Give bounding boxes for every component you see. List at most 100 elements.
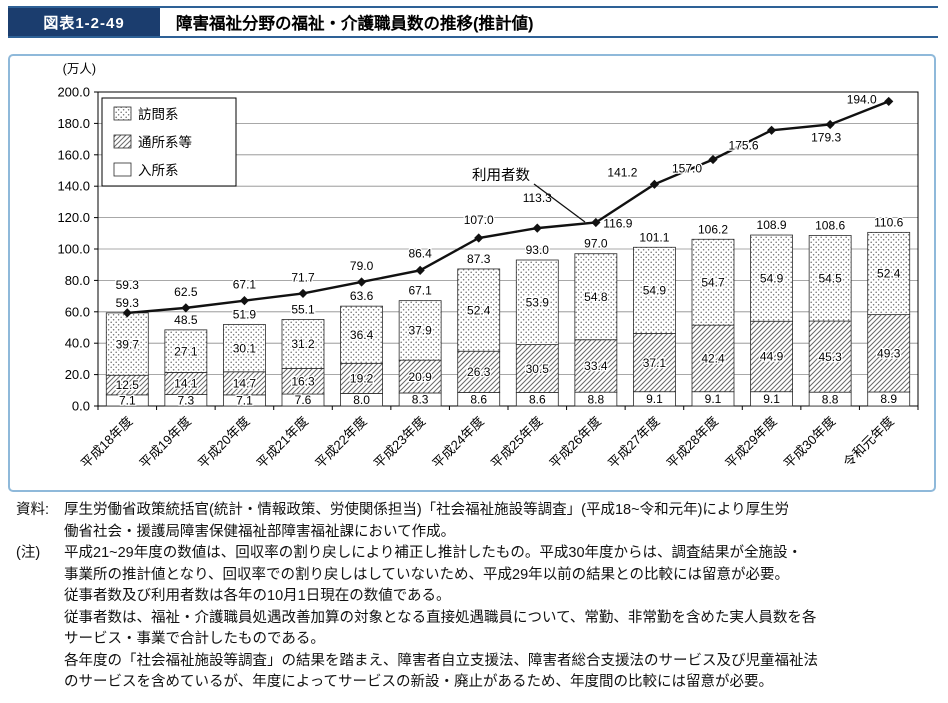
- bar-total-label: 93.0: [526, 243, 550, 257]
- bar-total-label: 59.3: [116, 296, 140, 310]
- y-axis-label: 100.0: [57, 242, 90, 257]
- bar-segment-訪問系: [808, 235, 852, 322]
- segment-value-label: 9.1: [763, 392, 780, 406]
- legend-swatch-訪問系: [113, 106, 132, 121]
- segment-value-label: 12.5: [116, 378, 140, 392]
- y-axis-label: 40.0: [65, 336, 90, 351]
- bar-segment-通所系等: [457, 350, 501, 393]
- bar-segment-通所系等: [750, 320, 793, 393]
- line-marker: [356, 277, 367, 287]
- segment-value-label: 16.3: [291, 374, 315, 388]
- segment-value-label: 27.1: [174, 344, 198, 358]
- note-text: サービス・事業で合計したものである。: [64, 631, 325, 647]
- bar-total-label: 55.1: [291, 302, 315, 316]
- segment-value-label: 8.6: [470, 392, 487, 406]
- line-marker: [474, 233, 484, 243]
- segment-value-label: 8.6: [529, 392, 546, 406]
- line-marker: [181, 303, 191, 313]
- note-row: サービス・事業で合計したものである。: [16, 629, 938, 651]
- bar-total-label: 108.6: [815, 218, 845, 232]
- note-row: 資料: 厚生労働省政策統括官(統計・情報政策、労使関係担当)「社会福祉施設等調査」…: [16, 500, 938, 522]
- bar-total-label: 97.0: [584, 237, 608, 251]
- line-value-label: 79.0: [350, 259, 374, 273]
- segment-value-label: 7.1: [119, 394, 136, 408]
- bar-total-label: 110.6: [874, 215, 903, 229]
- bar-segment-訪問系: [867, 231, 911, 316]
- line-marker: [766, 125, 777, 135]
- note-label: [16, 608, 64, 630]
- x-axis-label: 平成20年度: [195, 414, 253, 472]
- bar-segment-通所系等: [574, 339, 618, 393]
- bar-segment-訪問系: [515, 259, 559, 346]
- bar-total-label: 67.1: [408, 284, 432, 298]
- segment-value-label: 8.8: [822, 392, 839, 406]
- legend-label: 通所系等: [138, 134, 192, 150]
- segment-value-label: 7.6: [295, 393, 312, 407]
- bar-segment-通所系等: [867, 314, 911, 393]
- note-text: 平成21~29年度の数値は、回収率の割り戻しにより補正し推計したもの。平成30年…: [64, 545, 803, 561]
- bar-segment-通所系等: [515, 344, 559, 393]
- bar-segment-通所系等: [281, 368, 325, 395]
- segment-value-label: 54.5: [818, 271, 842, 285]
- segment-value-label: 52.4: [467, 303, 491, 317]
- x-axis-label: 平成28年度: [664, 414, 722, 472]
- note-text: 従事者数は、福祉・介護職員処遇改善加算の対象となる直接処遇職員について、常勤、非…: [64, 609, 817, 626]
- bar-segment-訪問系: [223, 324, 266, 373]
- users-line-annotation: 利用者数: [472, 167, 530, 184]
- legend-swatch-通所系等: [113, 134, 132, 149]
- line-marker: [415, 265, 425, 275]
- line-marker: [649, 179, 660, 189]
- note-label: [16, 522, 64, 544]
- segment-value-label: 20.9: [408, 370, 432, 384]
- segment-value-label: 30.5: [526, 362, 550, 376]
- x-axis-label: 平成21年度: [254, 414, 312, 472]
- note-text: 働省社会・援護局障害保健福祉部障害福祉課において作成。: [64, 523, 456, 540]
- segment-value-label: 54.9: [760, 271, 784, 285]
- note-row: 従事者数は、福祉・介護職員処遇改善加算の対象となる直接処遇職員について、常勤、非…: [16, 608, 938, 630]
- users-line: [127, 100, 890, 315]
- y-axis-label: 200.0: [57, 85, 90, 100]
- note-label: [16, 651, 64, 673]
- segment-value-label: 14.1: [174, 377, 198, 391]
- bar-segment-訪問系: [574, 253, 618, 341]
- segment-value-label: 33.4: [584, 359, 608, 373]
- bar-total-label: 87.3: [467, 252, 491, 266]
- segment-value-label: 7.1: [236, 394, 253, 408]
- segment-value-label: 49.3: [877, 347, 901, 361]
- line-value-label: 141.2: [607, 165, 637, 179]
- bar-segment-訪問系: [164, 329, 208, 373]
- segment-value-label: 26.3: [467, 365, 491, 379]
- note-text: のサービスを含めているが、年度によってサービスの新設・廃止があるため、年度間の比…: [64, 674, 774, 690]
- segment-value-label: 14.7: [233, 377, 257, 391]
- annotation-leader-line: [533, 183, 586, 223]
- bar-segment-訪問系: [750, 234, 793, 322]
- note-row: のサービスを含めているが、年度によってサービスの新設・廃止があるため、年度間の比…: [16, 672, 938, 694]
- y-axis-label: 140.0: [57, 179, 90, 194]
- x-axis-label: 平成29年度: [722, 414, 780, 472]
- line-marker: [591, 217, 601, 228]
- y-axis-label: 20.0: [65, 367, 90, 382]
- segment-value-label: 36.4: [350, 328, 374, 342]
- legend-swatch-入所系: [113, 162, 132, 177]
- x-axis-label: 平成26年度: [546, 414, 604, 472]
- segment-value-label: 30.1: [233, 341, 257, 355]
- line-marker: [122, 308, 132, 318]
- bar-segment-通所系等: [340, 362, 383, 394]
- segment-value-label: 54.9: [643, 284, 667, 298]
- segment-value-label: 8.0: [353, 393, 370, 407]
- bar-segment-訪問系: [340, 305, 383, 364]
- bar-segment-訪問系: [691, 238, 735, 326]
- x-axis-label: 平成22年度: [312, 414, 370, 472]
- segment-value-label: 52.4: [877, 267, 901, 281]
- segment-value-label: 44.9: [760, 350, 784, 364]
- x-axis-label: 平成18年度: [78, 414, 136, 472]
- figure-header: 図表1-2-49 障害福祉分野の福祉・介護職員数の推移(推計値): [8, 6, 938, 38]
- bar-segment-訪問系: [633, 246, 676, 334]
- y-axis-label: 180.0: [57, 116, 90, 131]
- note-label: 資料:: [16, 502, 50, 518]
- bar-total-label: 51.9: [233, 308, 257, 322]
- note-text: 事業所の推計値となり、回収率での割り戻しはしていないため、平成29年以前の結果と…: [64, 566, 790, 583]
- line-value-label: 62.5: [174, 285, 198, 299]
- segment-value-label: 39.7: [116, 337, 140, 351]
- segment-value-label: 54.7: [701, 275, 725, 289]
